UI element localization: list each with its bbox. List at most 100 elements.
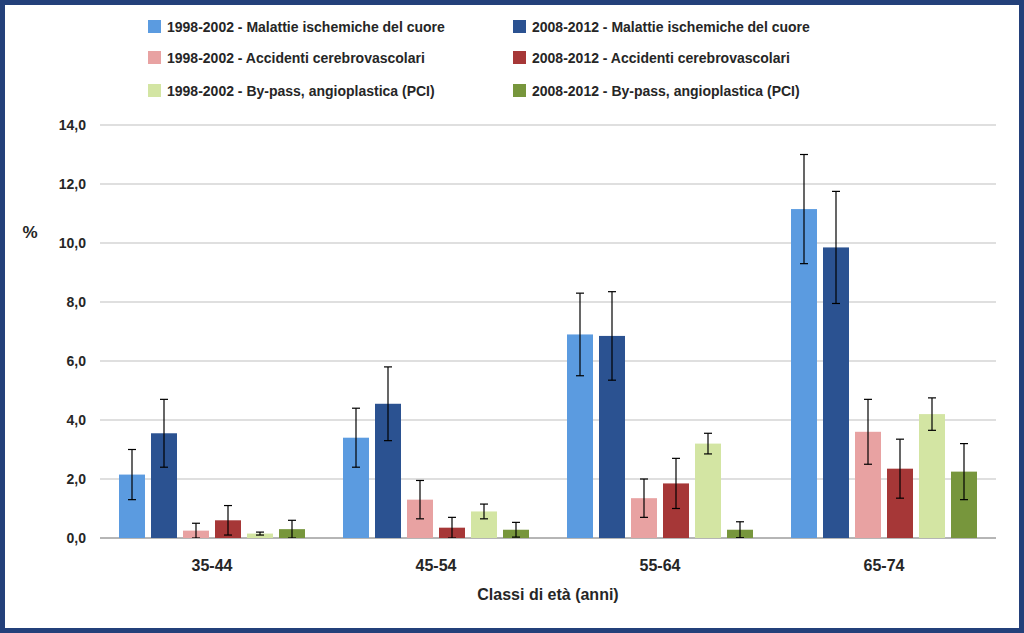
legend-label: 1998-2002 - By-pass, angioplastica (PCI) — [167, 83, 435, 99]
error-stem — [483, 504, 484, 519]
grid-line — [100, 420, 996, 421]
error-stem — [387, 367, 388, 441]
x-tick-label: 65-74 — [864, 557, 905, 574]
error-cap — [800, 154, 808, 155]
error-cap — [416, 480, 424, 481]
error-cap — [832, 191, 840, 192]
error-bar — [576, 293, 584, 376]
error-bar — [288, 520, 296, 538]
error-cap — [512, 537, 520, 538]
error-cap — [800, 263, 808, 264]
error-bar — [224, 506, 232, 536]
error-cap — [640, 517, 648, 518]
x-tick-label: 55-64 — [640, 557, 681, 574]
legend-swatch — [513, 51, 526, 64]
bars-group — [119, 155, 977, 539]
error-stem — [931, 398, 932, 430]
error-cap — [416, 518, 424, 519]
error-bar — [128, 450, 136, 500]
error-bar — [960, 444, 968, 500]
y-tick-label: 12,0 — [59, 176, 86, 192]
y-tick-label: 4,0 — [67, 412, 87, 428]
error-bar — [800, 155, 808, 264]
error-cap — [160, 467, 168, 468]
error-cap — [960, 499, 968, 500]
chart-frame: 0,02,04,06,08,010,012,014,035-4445-5455-… — [0, 0, 1024, 633]
error-stem — [803, 155, 804, 264]
error-bar — [416, 480, 424, 518]
grid-line — [100, 125, 996, 126]
error-cap — [928, 397, 936, 398]
error-stem — [867, 399, 868, 464]
bar — [919, 414, 945, 538]
error-bar — [864, 399, 872, 464]
error-stem — [611, 292, 612, 381]
error-cap — [352, 408, 360, 409]
error-cap — [640, 478, 648, 479]
error-bar — [192, 523, 200, 538]
error-stem — [195, 523, 196, 538]
legend-swatch — [513, 84, 526, 97]
error-cap — [864, 399, 872, 400]
error-cap — [736, 521, 744, 522]
y-tick-label: 0,0 — [67, 530, 87, 546]
error-cap — [128, 449, 136, 450]
error-stem — [579, 293, 580, 376]
y-tick-label: 10,0 — [59, 235, 86, 251]
error-bar — [480, 504, 488, 519]
error-bar — [160, 399, 168, 467]
y-axis-label: % — [22, 223, 37, 242]
error-stem — [227, 506, 228, 536]
error-bar — [928, 398, 936, 430]
y-tick-label: 6,0 — [67, 353, 87, 369]
error-bar — [352, 408, 360, 467]
error-cap — [672, 508, 680, 509]
error-cap — [192, 523, 200, 524]
legend-swatch — [148, 20, 161, 33]
error-cap — [256, 534, 264, 535]
error-bar — [448, 517, 456, 538]
grid-line — [100, 184, 996, 185]
error-cap — [352, 467, 360, 468]
error-cap — [160, 399, 168, 400]
error-cap — [832, 303, 840, 304]
error-bar — [512, 522, 520, 537]
error-stem — [451, 517, 452, 538]
error-cap — [512, 522, 520, 523]
legend-label: 2008-2012 - Malattie ischemiche del cuor… — [532, 19, 810, 35]
grid-line — [100, 302, 996, 303]
error-bar — [256, 532, 264, 535]
error-cap — [384, 366, 392, 367]
legend-swatch — [513, 20, 526, 33]
error-bar — [832, 191, 840, 303]
legend-label: 2008-2012 - Accidenti cerebrovascolari — [532, 50, 790, 66]
error-cap — [448, 537, 456, 538]
error-stem — [131, 450, 132, 500]
error-cap — [224, 505, 232, 506]
error-cap — [288, 520, 296, 521]
error-cap — [672, 458, 680, 459]
error-cap — [864, 464, 872, 465]
error-stem — [355, 408, 356, 467]
error-cap — [192, 537, 200, 538]
error-stem — [899, 439, 900, 498]
error-cap — [288, 537, 296, 538]
legend-swatch — [148, 51, 161, 64]
error-cap — [576, 293, 584, 294]
error-cap — [736, 537, 744, 538]
grid-line — [100, 361, 996, 362]
error-bar — [608, 292, 616, 381]
error-stem — [739, 522, 740, 538]
error-cap — [448, 517, 456, 518]
legend-label: 2008-2012 - By-pass, angioplastica (PCI) — [532, 83, 800, 99]
error-bar — [736, 522, 744, 538]
error-stem — [419, 480, 420, 518]
error-cap — [256, 531, 264, 532]
error-stem — [835, 191, 836, 303]
error-bar — [896, 439, 904, 498]
error-stem — [643, 479, 644, 517]
error-stem — [963, 444, 964, 500]
legend-label: 1998-2002 - Malattie ischemiche del cuor… — [167, 19, 445, 35]
error-cap — [896, 439, 904, 440]
error-bar — [640, 479, 648, 517]
